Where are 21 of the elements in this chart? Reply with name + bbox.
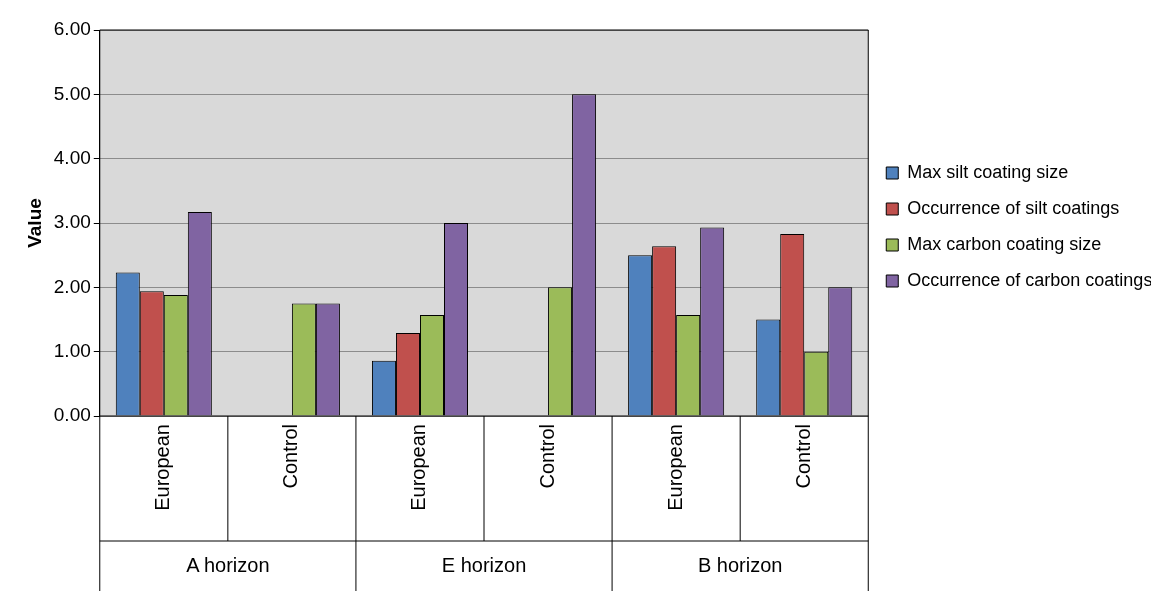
y-tick-label: 3.00: [53, 211, 91, 233]
legend-label: Occurrence of silt coatings: [907, 197, 1120, 218]
y-tick-label: 5.00: [53, 82, 91, 104]
legend-label: Max silt coating size: [907, 161, 1069, 182]
x-tick-label: Control: [791, 424, 814, 489]
x-tick-label: Control: [535, 424, 558, 489]
y-axis-title: Value: [23, 198, 45, 248]
y-tick-label: 0.00: [53, 404, 91, 426]
text: E horizon: [441, 553, 527, 576]
text: A horizon: [186, 553, 270, 576]
x-tick-label: European: [407, 424, 430, 511]
x-tick-label: European: [663, 424, 686, 511]
y-tick-label: 4.00: [53, 146, 91, 168]
x-tick-label: Control: [279, 424, 302, 489]
legend-label: Max carbon coating size: [907, 233, 1102, 254]
x-tick-label: European: [151, 424, 174, 511]
legend-label: Occurrence of carbon coatings: [907, 269, 1153, 290]
y-tick-label: 2.00: [53, 275, 91, 297]
y-tick-label: 1.00: [53, 339, 91, 361]
text: B horizon: [697, 553, 783, 576]
y-tick-label: 6.00: [53, 18, 91, 40]
